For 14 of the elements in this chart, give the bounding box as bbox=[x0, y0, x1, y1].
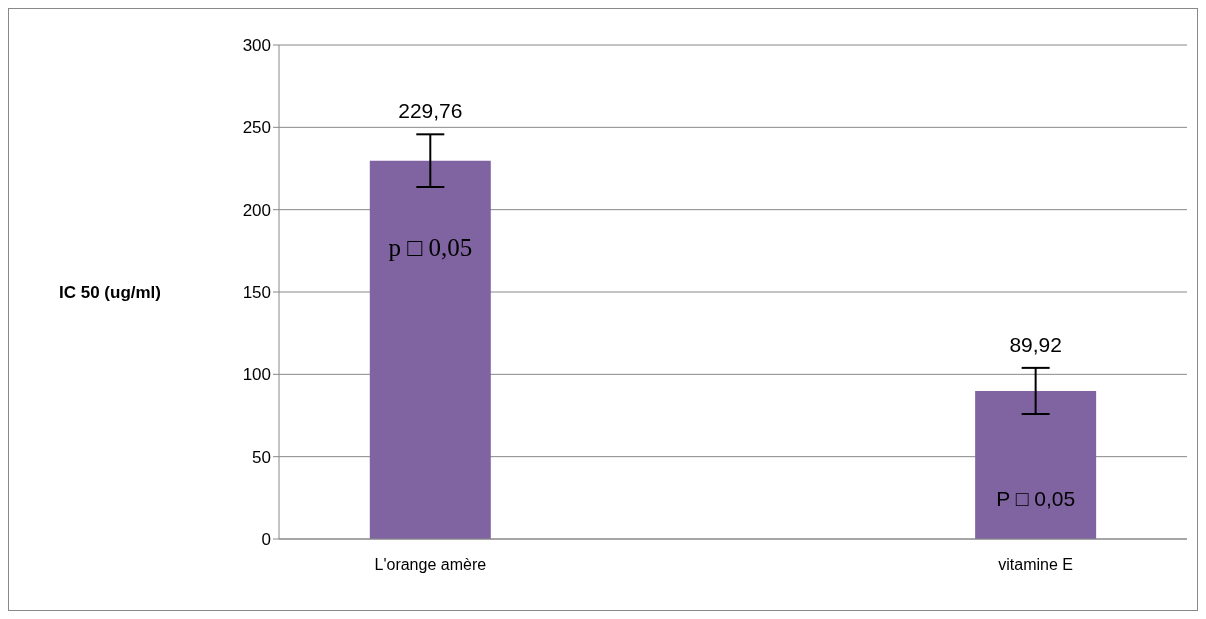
y-tick-label: 0 bbox=[261, 530, 271, 550]
data-label: 229,76 bbox=[398, 99, 463, 123]
x-tick-label: vitamine E bbox=[998, 556, 1074, 574]
y-tick-label: 300 bbox=[242, 36, 271, 56]
y-tick-label: 100 bbox=[242, 365, 271, 385]
y-axis-title: IC 50 (ug/ml) bbox=[59, 283, 162, 302]
y-tick-label: 50 bbox=[252, 447, 271, 467]
annotation: p □ 0,05 bbox=[388, 233, 473, 261]
annotation: P □ 0,05 bbox=[996, 486, 1076, 510]
y-tick-label: 200 bbox=[242, 200, 271, 220]
data-label: 89,92 bbox=[1009, 332, 1062, 356]
y-tick-label: 150 bbox=[242, 283, 271, 303]
x-tick-label: L'orange amère bbox=[374, 556, 487, 574]
y-tick-label: 250 bbox=[242, 118, 271, 138]
